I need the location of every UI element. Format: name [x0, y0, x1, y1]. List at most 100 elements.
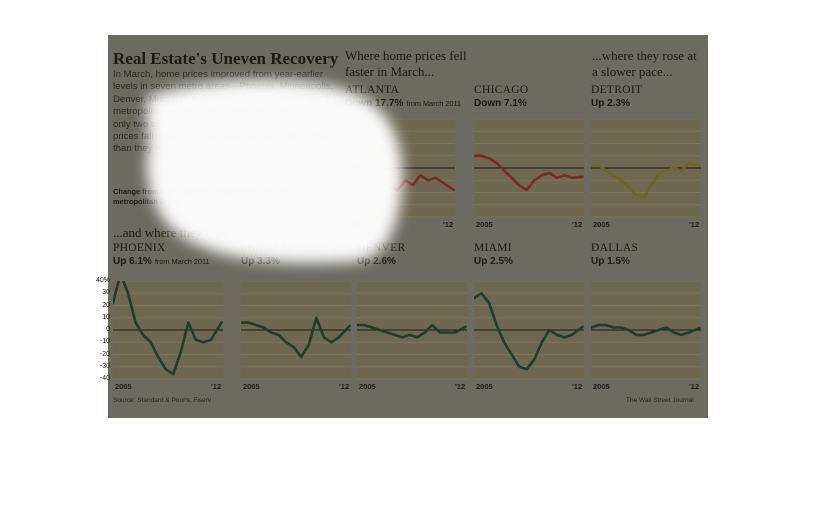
minneapolis-data-point [277, 334, 280, 336]
atlanta-y-tick: 0 [338, 164, 342, 171]
chicago-x-tick: 2005 [476, 220, 493, 229]
atlanta-data-point [366, 169, 369, 172]
minneapolis-data-point [285, 341, 288, 344]
minneapolis-city-label: MINNEAPOLIS [241, 242, 323, 254]
phoenix-y-tick: -30 [99, 362, 110, 370]
phoenix-data-point [210, 339, 212, 341]
detroit-data-point [642, 196, 645, 199]
detroit-chart [591, 119, 701, 218]
chicago-data-point [488, 157, 490, 159]
atlanta-y-tick: -40 [331, 213, 342, 220]
minneapolis-data-point [308, 343, 310, 346]
atlanta-data-point [359, 164, 361, 167]
dallas-x-tick: '12 [689, 382, 700, 391]
chicago-data-point [518, 184, 521, 186]
atlanta-y-tick: -20 [331, 188, 342, 196]
phoenix-y-tick: -20 [99, 350, 110, 358]
miami-data-point [474, 297, 475, 299]
dallas-chart [591, 281, 701, 380]
miami-data-point [556, 334, 558, 336]
minneapolis-data-point [323, 336, 325, 339]
phoenix-y-tick: 30 [102, 289, 110, 297]
atlanta-x-tick: 2005 [347, 220, 364, 229]
minneapolis-change-value: Up 3.3% [241, 256, 280, 267]
detroit-data-point [635, 194, 638, 196]
chicago-data-point [541, 174, 543, 177]
dallas-data-point [698, 327, 701, 329]
detroit-city-label: DETROIT [591, 84, 643, 96]
denver-change-label: Up 2.6% [357, 256, 396, 267]
phoenix-data-point [187, 321, 190, 324]
phoenix-y-tick: -40 [99, 375, 110, 382]
minneapolis-x-tick: '12 [339, 382, 350, 391]
dallas-data-point [597, 324, 600, 326]
atlanta-data-point [389, 186, 392, 189]
denver-data-point [357, 324, 358, 326]
denver-data-point [446, 331, 449, 334]
denver-change-value: Up 2.6% [357, 256, 396, 267]
minneapolis-data-point [262, 326, 265, 329]
header-faster: Where home prices fell faster in March..… [345, 48, 467, 79]
denver-chart [357, 281, 467, 380]
miami-x-tick: '12 [572, 382, 583, 391]
chicago-city-label: CHICAGO [474, 84, 529, 96]
denver-city-label: DENVER [357, 242, 406, 254]
header-rose-faster: ...and where they rose faster [113, 225, 260, 240]
phoenix-data-point [127, 292, 129, 295]
atlanta-y-tick: 10 [334, 151, 342, 159]
atlanta-data-point [404, 179, 407, 182]
miami-data-point [518, 365, 521, 368]
denver-data-point [424, 331, 426, 334]
phoenix-data-point [149, 341, 152, 344]
dallas-change-label: Up 1.5% [591, 256, 630, 267]
phoenix-data-point [164, 368, 167, 370]
atlanta-data-point [427, 179, 429, 182]
denver-data-point [408, 334, 411, 336]
dallas-data-point [673, 331, 675, 334]
miami-change-label: Up 2.5% [474, 256, 513, 267]
credit-note: The Wall Street Journal [626, 397, 694, 404]
dallas-data-point [635, 334, 638, 336]
atlanta-data-point [412, 184, 414, 186]
detroit-data-point [673, 167, 675, 169]
miami-data-point [525, 368, 528, 370]
phoenix-y-tick: 40% [95, 277, 110, 284]
phoenix-data-point [142, 334, 144, 336]
detroit-data-point [591, 164, 592, 167]
detroit-data-point [597, 164, 600, 167]
denver-data-point [464, 326, 467, 328]
minneapolis-data-point [255, 324, 257, 326]
dallas-data-point [612, 326, 615, 329]
phoenix-city-label: PHOENIX [113, 242, 166, 254]
dallas-change-value: Up 1.5% [591, 256, 630, 267]
phoenix-data-point [220, 321, 223, 324]
chicago-chart [474, 119, 584, 218]
detroit-data-point [698, 164, 701, 166]
denver-x-tick: 2005 [359, 382, 376, 391]
dallas-data-point [680, 334, 683, 336]
miami-data-point [510, 353, 513, 356]
dallas-data-point [605, 324, 607, 326]
atlanta-change-label: Down 17.7% from March 2011 [345, 98, 461, 109]
atlanta-data-point [374, 177, 376, 179]
miami-data-point [488, 302, 490, 304]
denver-data-point [363, 324, 366, 326]
detroit-data-point [650, 184, 653, 186]
minneapolis-data-point [315, 316, 318, 319]
atlanta-data-point [351, 162, 354, 164]
minneapolis-data-point [300, 356, 303, 358]
phoenix-chart [113, 281, 223, 380]
chicago-data-point [581, 175, 584, 178]
denver-data-point [393, 334, 396, 336]
atlanta-change-value: Down 17.7% [345, 98, 404, 109]
minneapolis-data-point [292, 346, 295, 348]
phoenix-x-tick: 2005 [115, 382, 132, 391]
atlanta-y-tick: 40% [327, 115, 342, 122]
detroit-data-point [658, 172, 660, 174]
atlanta-data-point [419, 174, 422, 177]
chicago-data-point [480, 154, 483, 157]
miami-data-point [548, 329, 551, 331]
chicago-change-label: Down 7.1% [474, 98, 527, 109]
dallas-data-point [642, 334, 645, 336]
detroit-data-point [688, 162, 690, 164]
